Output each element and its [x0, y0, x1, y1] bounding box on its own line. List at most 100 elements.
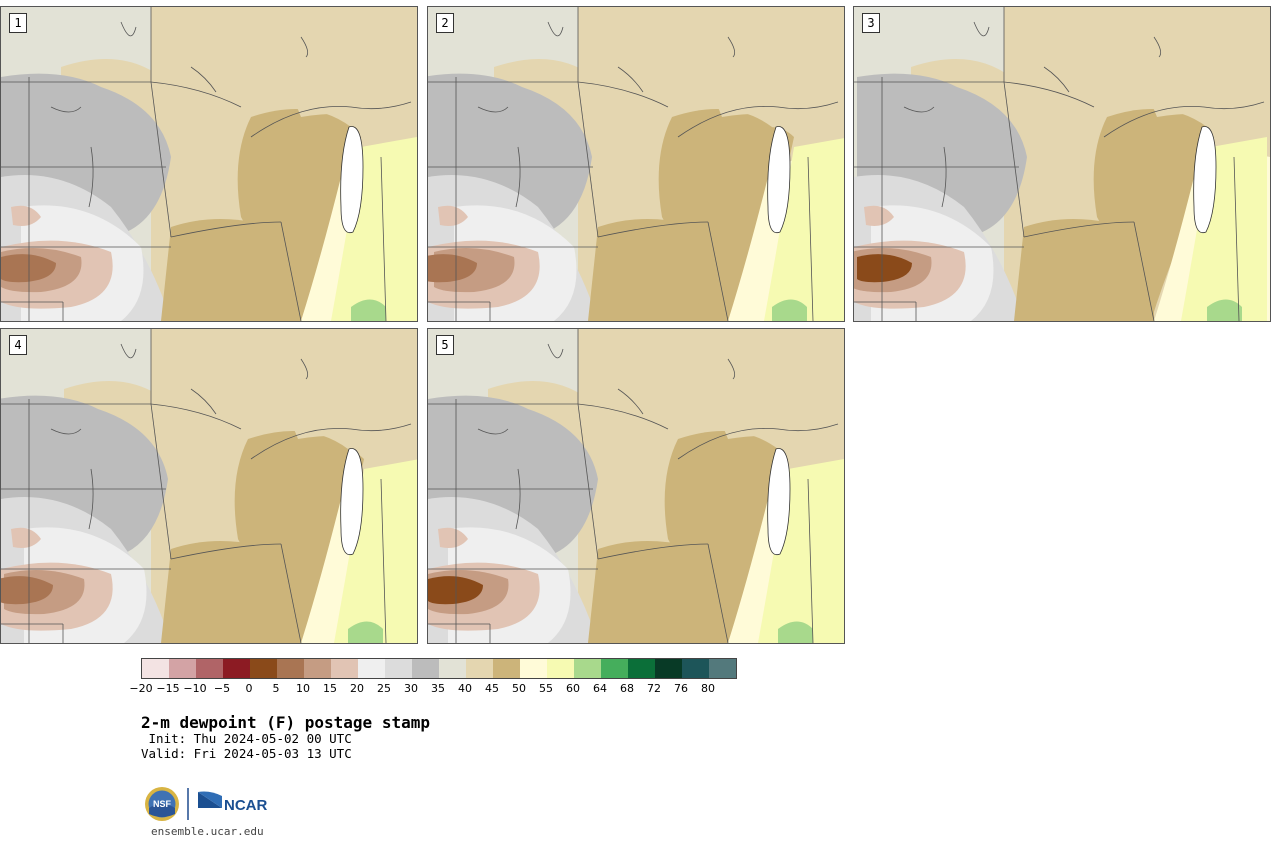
map-boundary-line	[150, 403, 172, 560]
map-field-region	[1207, 299, 1242, 321]
map-boundary-line	[280, 543, 302, 643]
member-panel-5: 5	[427, 328, 845, 644]
map-field-region	[331, 137, 417, 321]
map-boundary-line	[1103, 101, 1265, 138]
colorbar-tick-label: 55	[539, 682, 553, 695]
colorbar-swatch	[655, 659, 682, 678]
panel-number-label: 3	[862, 13, 880, 33]
lake-michigan	[340, 126, 364, 234]
map-field-region	[702, 49, 838, 127]
colorbar-tick-label: 60	[566, 682, 580, 695]
map-field-region	[334, 459, 417, 643]
map-field-region	[758, 459, 844, 643]
map-boundary-line	[677, 101, 839, 138]
map-boundary-line	[88, 468, 94, 530]
colorbar-tick-label: 76	[674, 682, 688, 695]
map-boundary-line	[547, 343, 564, 359]
map-field-region	[857, 254, 912, 283]
map-boundary-line	[300, 36, 309, 58]
map-boundary-line	[120, 21, 137, 37]
panel-number-label: 5	[436, 335, 454, 355]
website-url: ensemble.ucar.edu	[151, 825, 264, 838]
map-boundary-line	[1043, 66, 1070, 93]
colorbar-tick-label: 5	[272, 682, 280, 695]
map-field-region	[428, 576, 483, 605]
colorbar-swatch	[304, 659, 331, 678]
colorbar-tick-label: 64	[593, 682, 607, 695]
panel-number-label: 2	[436, 13, 454, 33]
map-boundary-line	[941, 146, 947, 208]
map-boundary-line	[577, 81, 669, 108]
map-field-region	[161, 541, 301, 643]
dewpoint-map-icon	[1, 329, 417, 643]
map-boundary-line	[577, 403, 669, 430]
map-field-region	[764, 138, 844, 321]
member-panel-4: 4	[0, 328, 418, 644]
colorbar-tick-labels: −20 −15 −10 −5 0 5 10 15 20 25 30 35 40 45 50 55 60 64 68 7…	[129, 682, 770, 696]
dewpoint-map-icon	[428, 329, 844, 643]
map-boundary-line	[617, 388, 644, 415]
map-boundary-line	[1133, 221, 1155, 321]
map-field-region	[281, 49, 417, 127]
map-field-region	[351, 299, 386, 321]
map-boundary-line	[597, 221, 709, 238]
map-field-region	[438, 527, 468, 548]
map-boundary-line	[515, 468, 521, 530]
map-boundary-line	[300, 358, 309, 380]
member-panel-3: 3	[853, 6, 1271, 322]
nsf-logo-icon: NSF	[145, 787, 179, 821]
map-boundary-line	[380, 478, 387, 643]
colorbar-swatch	[223, 659, 250, 678]
map-boundary-line	[1003, 81, 1025, 238]
nsf-logo-text: NSF	[153, 799, 172, 809]
map-boundary-line	[380, 156, 387, 321]
lake-michigan	[767, 126, 791, 234]
dewpoint-map-icon	[428, 7, 844, 321]
colorbar-tick-label: −5	[213, 682, 231, 695]
colorbar-swatch	[682, 659, 709, 678]
map-boundary-line	[707, 221, 729, 321]
logos: NSF NCAR	[144, 786, 274, 822]
map-boundary-line	[727, 358, 736, 380]
map-boundary-line	[727, 36, 736, 58]
colorbar-swatch	[196, 659, 223, 678]
map-boundary-line	[50, 106, 82, 113]
ncar-logo-icon: NCAR	[198, 791, 267, 814]
map-boundary-line	[477, 106, 509, 113]
panel-number-label: 4	[9, 335, 27, 355]
valid-time: Valid: Fri 2024-05-03 13 UTC	[141, 746, 352, 761]
map-boundary-line	[1153, 36, 1162, 58]
colorbar-tick-label: 25	[377, 682, 391, 695]
colorbar-swatch	[385, 659, 412, 678]
map-field-region	[1181, 137, 1267, 321]
ncar-logo-text: NCAR	[224, 797, 267, 814]
map-boundary-line	[477, 428, 509, 435]
colorbar-tick-label: 45	[485, 682, 499, 695]
map-boundary-line	[280, 221, 302, 321]
map-boundary-line	[150, 81, 172, 238]
colorbar-tick-label: −10	[183, 682, 207, 695]
map-boundary-line	[170, 221, 282, 238]
colorbar-tick-label: −15	[156, 682, 180, 695]
plot-title: 2-m dewpoint (F) postage stamp	[141, 713, 430, 732]
map-boundary-line	[1003, 81, 1095, 108]
map-field-region	[261, 127, 361, 321]
map-boundary-line	[577, 403, 599, 560]
colorbar-swatch	[358, 659, 385, 678]
map-field-region	[428, 254, 477, 283]
map-boundary-line	[190, 66, 217, 93]
dewpoint-map-icon	[854, 7, 1270, 321]
map-field-region	[11, 527, 41, 548]
map-boundary-line	[617, 66, 644, 93]
colorbar-swatch	[331, 659, 358, 678]
map-field-region	[772, 299, 807, 321]
map-boundary-line	[597, 543, 709, 560]
panel-number-label: 1	[9, 13, 27, 33]
colorbar-tick-label: −20	[129, 682, 153, 695]
colorbar-tick-label: 50	[512, 682, 526, 695]
map-field-region	[708, 371, 844, 449]
colorbar-tick-label: 0	[245, 682, 253, 695]
map-field-region	[278, 371, 414, 449]
map-boundary-line	[250, 423, 412, 460]
map-boundary-line	[707, 543, 729, 643]
